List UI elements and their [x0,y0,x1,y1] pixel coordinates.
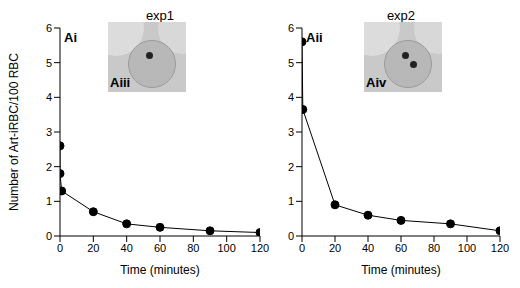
svg-text:Time (minutes): Time (minutes) [361,263,441,277]
svg-text:100: 100 [217,242,235,254]
html-text:Aiii: Aiii [110,75,131,90]
html-text:Ai: Ai [64,30,77,45]
svg-text:120: 120 [491,242,509,254]
html-text:Aiv: Aiv [366,75,387,90]
html-text:exp1: exp1 [145,8,175,23]
svg-text:2: 2 [288,161,294,173]
svg-text:6: 6 [288,22,294,34]
svg-text:4: 4 [46,91,52,103]
svg-text:4: 4 [288,91,294,103]
svg-text:3: 3 [46,126,52,138]
svg-text:5: 5 [46,57,52,69]
svg-text:40: 40 [362,242,374,254]
svg-text:0: 0 [299,242,305,254]
svg-text:0: 0 [288,230,294,242]
svg-text:0: 0 [57,242,63,254]
svg-text:20: 20 [87,242,99,254]
svg-text:Number of Art-iRBC/100 RBC: Number of Art-iRBC/100 RBC [8,53,21,211]
svg-text:80: 80 [187,242,199,254]
svg-text:60: 60 [395,242,407,254]
svg-text:6: 6 [46,22,52,34]
svg-text:20: 20 [329,242,341,254]
svg-text:2: 2 [46,161,52,173]
svg-text:3: 3 [288,126,294,138]
svg-text:1: 1 [46,195,52,207]
svg-text:100: 100 [458,242,476,254]
svg-text:Time (minutes): Time (minutes) [120,263,200,277]
svg-text:40: 40 [121,242,133,254]
svg-text:60: 60 [154,242,166,254]
svg-text:1: 1 [288,195,294,207]
html-text:Aii: Aii [306,30,323,45]
svg-text:0: 0 [46,230,52,242]
svg-text:120: 120 [251,242,269,254]
html-text:exp2: exp2 [386,8,416,23]
svg-text:5: 5 [288,57,294,69]
svg-text:80: 80 [428,242,440,254]
